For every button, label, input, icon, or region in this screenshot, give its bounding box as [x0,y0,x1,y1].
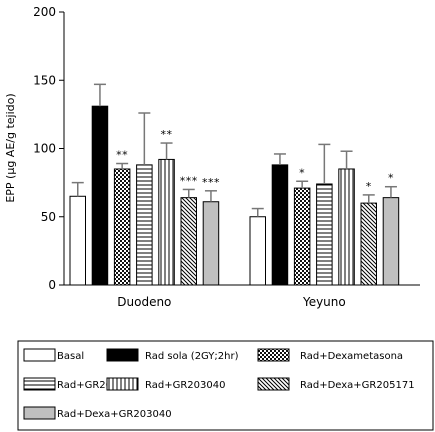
bar-duodeno-5 [158,158,175,286]
y-tick-label: 50 [41,210,56,224]
bar-yeyuno-4 [316,183,333,286]
legend-box [17,340,434,431]
legend-label: Rad+GR205171 [57,380,137,391]
category-label: Duodeno [117,295,171,309]
y-tick-label: 0 [48,278,56,292]
bar-yeyuno-5 [338,168,355,286]
bar-yeyuno-3 [293,187,311,286]
bar-duodeno-7 [202,201,220,286]
significance-label: ** [116,149,128,162]
y-tick-label: 150 [33,73,56,87]
legend-swatch [257,377,290,391]
legend-swatch [257,348,290,362]
legend-label: Rad+GR203040 [145,380,225,391]
y-axis-title: EPP (µg AE/g tejido) [4,93,17,202]
y-axis: 0 50 100 150 200 [33,5,65,292]
legend-label: Rad+Dexametasona [300,351,403,362]
legend-label: Rad+Dexa+GR203040 [57,409,172,420]
legend-swatch [23,348,56,362]
legend-label: Rad+Dexa+GR205171 [300,380,415,391]
significance-label: ** [161,128,173,141]
significance-label: * [366,180,372,193]
bar-duodeno-3 [113,168,131,286]
bar-duodeno-6 [180,197,197,286]
significance-label: * [388,172,394,185]
bar-yeyuno-1 [249,216,266,286]
bar-yeyuno-7 [382,197,400,286]
bar-yeyuno-6 [360,202,377,286]
x-axis: Duodeno Yeyuno [64,284,420,309]
legend: Basal Rad sola (2GY;2hr) Rad+Dexametasona R… [17,340,434,431]
bar-duodeno-4 [136,164,153,286]
significance-label: *** [202,176,220,189]
bar-duodeno-2 [91,105,109,286]
legend-swatch [23,406,56,420]
y-tick-label: 100 [33,142,56,156]
legend-swatch [23,377,56,391]
legend-swatch [106,348,139,362]
legend-label: Rad sola (2GY;2hr) [145,351,239,362]
significance-label: * [299,166,305,179]
bar-yeyuno-2 [271,164,289,286]
y-tick-label: 200 [33,5,56,19]
category-label: Yeyuno [302,295,346,309]
bar-duodeno-1 [69,195,86,286]
legend-swatch [106,377,139,391]
bars-group: ******* ****** [69,83,400,286]
legend-label: Basal [57,351,84,362]
significance-label: *** [180,174,198,187]
